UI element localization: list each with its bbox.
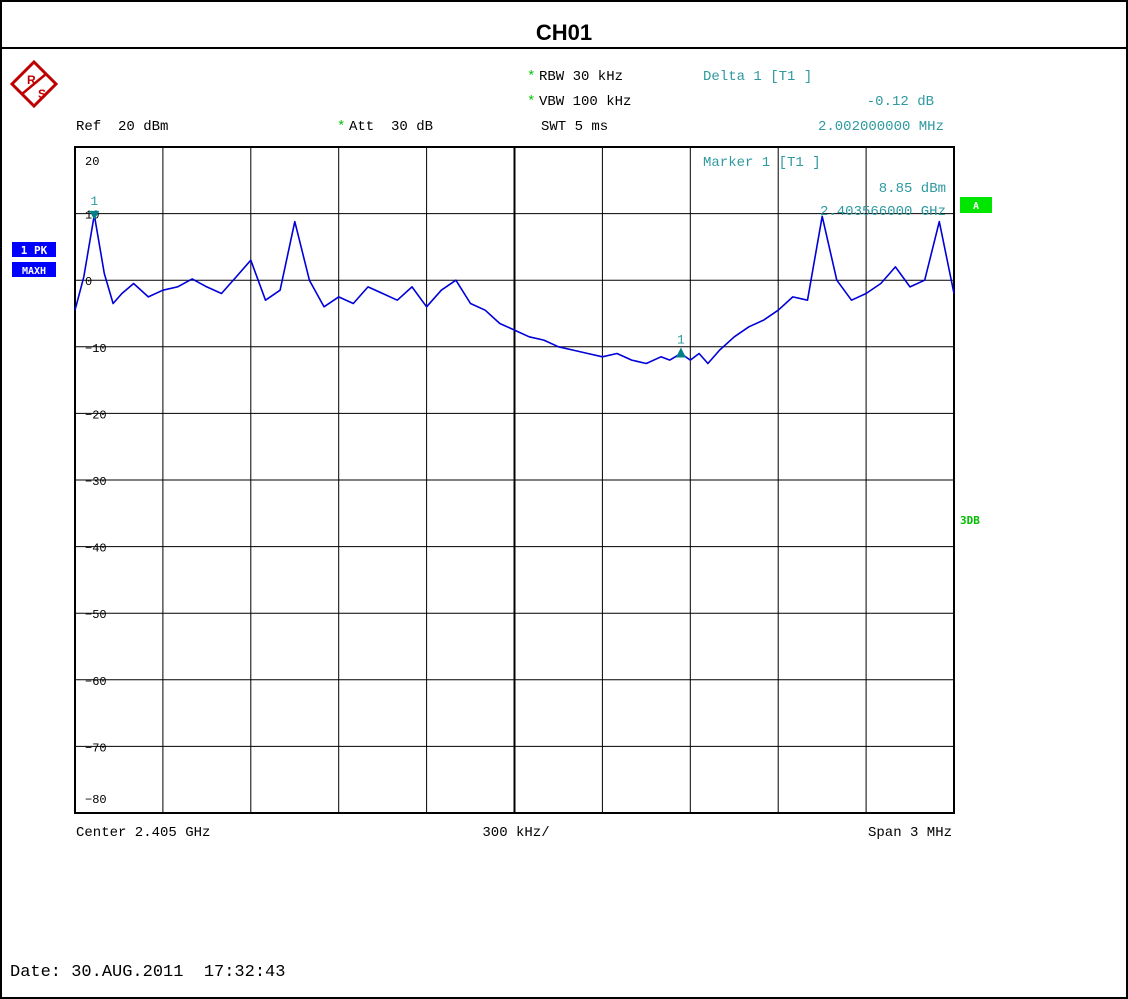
- y-tick-label: −40: [85, 542, 107, 556]
- plot-area: 20100−10−20−30−40−50−60−70−80 11: [74, 146, 955, 814]
- rbw-star: *: [527, 69, 535, 85]
- y-tick-label: −30: [85, 475, 107, 489]
- trace-layer: [74, 214, 955, 365]
- marker-1-number-label: 1: [90, 194, 98, 209]
- y-tick-label: 20: [85, 155, 99, 169]
- svg-text:R: R: [27, 73, 36, 87]
- marker-1-frequency: 2.403566000 GHz: [820, 204, 946, 220]
- y-tick-label: −70: [85, 741, 107, 755]
- span-label: Span 3 MHz: [868, 825, 952, 841]
- y-tick-label: −10: [85, 342, 107, 356]
- trace-info-badge: 1 PK MAXH: [12, 242, 56, 277]
- y-tick-labels: 20100−10−20−30−40−50−60−70−80: [85, 155, 107, 807]
- span-per-division-label: 300 kHz/: [482, 825, 549, 841]
- svg-text:A: A: [973, 201, 979, 212]
- marker-1-title: Marker 1 [T1 ]: [703, 155, 821, 171]
- svg-text:S: S: [38, 87, 46, 101]
- marker-layer: 11: [89, 194, 686, 358]
- delta-marker-number-label: 1: [677, 332, 685, 347]
- ref-level-label: Ref 20 dBm: [76, 119, 168, 135]
- grid-lines: [75, 147, 954, 813]
- marker-1-triangle: [89, 210, 100, 220]
- att-star: *: [337, 119, 345, 135]
- y-tick-label: −80: [85, 793, 107, 807]
- trace-a-badge: A: [960, 197, 992, 213]
- y-tick-label: −20: [85, 408, 107, 422]
- chart-title: CH01: [536, 20, 592, 45]
- y-tick-label: −60: [85, 675, 107, 689]
- trace-mode-label: MAXH: [22, 266, 46, 277]
- y-tick-label: −50: [85, 608, 107, 622]
- trace-detector-label: 1 PK: [21, 244, 48, 257]
- 3db-bandwidth-label: 3DB: [960, 514, 980, 527]
- delta-marker-frequency: 2.002000000 MHz: [818, 119, 944, 135]
- vbw-label: VBW 100 kHz: [539, 94, 631, 110]
- marker-1-value: 8.85 dBm: [879, 181, 946, 197]
- y-tick-label: 0: [85, 275, 92, 289]
- rbw-label: RBW 30 kHz: [539, 69, 623, 85]
- delta-marker-value: -0.12 dB: [867, 94, 934, 110]
- delta-marker-title: Delta 1 [T1 ]: [703, 69, 812, 85]
- delta-marker-triangle: [675, 347, 686, 358]
- spectrum-trace-line: [74, 214, 955, 365]
- att-label: Att 30 dB: [349, 119, 433, 135]
- swt-label: SWT 5 ms: [541, 119, 608, 135]
- capture-date-label: Date: 30.AUG.2011 17:32:43: [10, 963, 285, 982]
- vbw-star: *: [527, 94, 535, 110]
- center-frequency-label: Center 2.405 GHz: [76, 825, 210, 841]
- rohde-schwarz-logo-icon: R S: [9, 59, 59, 109]
